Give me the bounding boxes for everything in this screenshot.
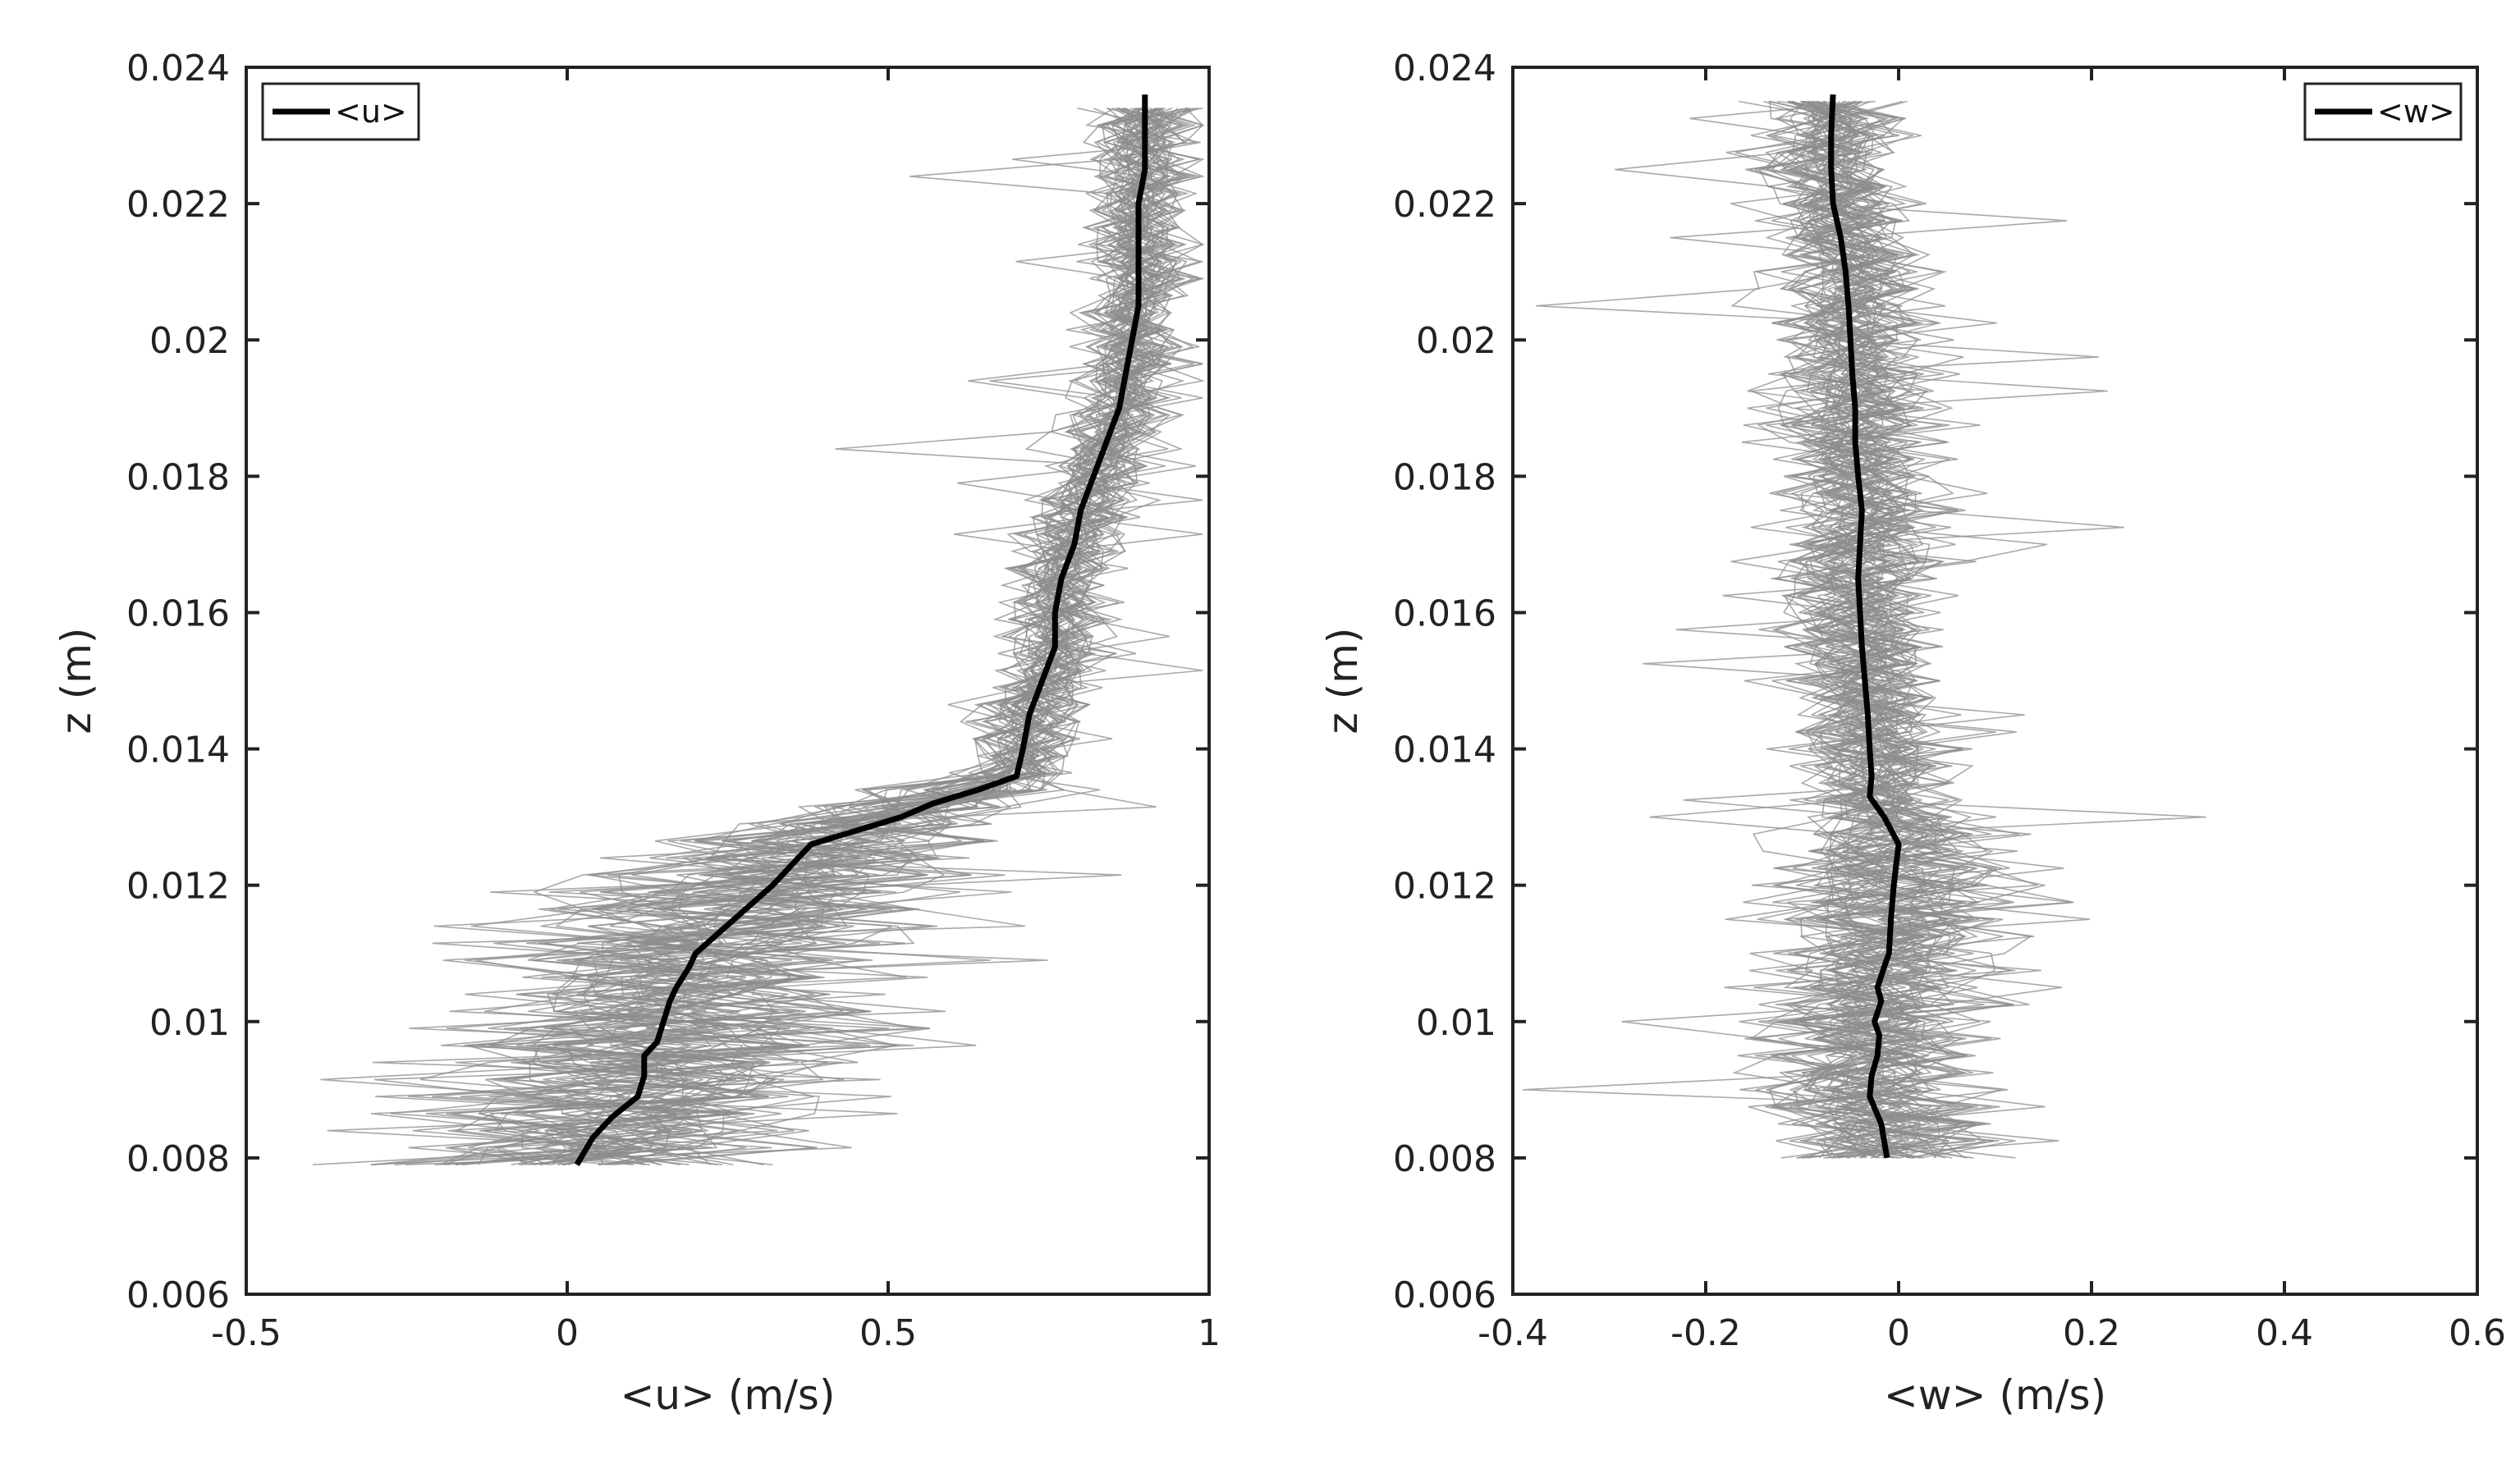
w-y-tick-label: 0.016 (1393, 593, 1496, 634)
u-sample-trace (405, 108, 1189, 1165)
u-y-axis-label: z (m) (53, 628, 100, 735)
w-sample-trace (1780, 100, 2017, 1159)
u-x-axis-label: <u> (m/s) (621, 1371, 836, 1419)
u-sample-trace (440, 108, 1201, 1165)
w-y-tick-label: 0.008 (1393, 1138, 1496, 1180)
w-profile-panel: -0.4 -0.2 0 0.2 0.4 0.6 0.006 0.008 0.01 0.012 0.0… (1319, 48, 2506, 1419)
w-x-tick-label: -0.2 (1670, 1312, 1741, 1354)
u-axis-ticks: -0.5 0 0.5 1 0.006 0.008 0.01 0.012 0.014 0.016 0.… (126, 48, 1221, 1354)
w-sample-trace (1748, 100, 1997, 1159)
u-y-tick-label: 0.024 (126, 48, 230, 89)
u-sample-trace (488, 108, 1175, 1165)
w-y-tick-label: 0.01 (1416, 1002, 1496, 1044)
u-y-tick-label: 0.01 (149, 1002, 230, 1044)
w-sample-traces (1522, 100, 2206, 1159)
u-x-tick-label: 0.5 (859, 1312, 917, 1354)
u-profile-panel: -0.5 0 0.5 1 0.006 0.008 0.01 0.012 0.014 0.016 0.… (53, 48, 1221, 1419)
u-y-tick-label: 0.02 (149, 320, 230, 362)
w-sample-trace (1730, 101, 1964, 1159)
w-x-tick-label: -0.4 (1478, 1312, 1548, 1354)
w-sample-trace (1670, 100, 2124, 1159)
w-legend-label: <w> (2377, 94, 2455, 130)
w-sample-trace (1770, 100, 2010, 1159)
w-y-tick-label: 0.012 (1393, 866, 1496, 908)
w-x-tick-label: 0.2 (2063, 1312, 2120, 1354)
u-x-tick-label: 0 (556, 1312, 579, 1354)
u-sample-trace (434, 108, 1175, 1165)
u-x-tick-label: 1 (1198, 1312, 1221, 1354)
u-y-tick-label: 0.022 (126, 184, 230, 226)
u-sample-trace (532, 108, 1172, 1165)
w-y-tick-label: 0.024 (1393, 48, 1496, 89)
w-axis-ticks: -0.4 -0.2 0 0.2 0.4 0.6 0.006 0.008 0.01 0.012 0.0… (1393, 48, 2506, 1354)
u-x-tick-label: -0.5 (211, 1312, 282, 1354)
u-sample-trace (477, 108, 1203, 1165)
u-sample-trace (312, 108, 1205, 1165)
w-mean-line (1828, 94, 1902, 1159)
u-legend: <u> (261, 82, 420, 141)
w-y-tick-label: 0.018 (1393, 456, 1496, 498)
u-sample-trace (370, 108, 1196, 1165)
w-sample-trace (1770, 100, 2002, 1159)
w-legend: <w> (2303, 82, 2463, 141)
u-y-tick-label: 0.006 (126, 1275, 230, 1316)
w-y-axis-label: z (m) (1319, 628, 1367, 735)
u-mean-series (574, 94, 1148, 1166)
w-mean-series (1828, 94, 1902, 1159)
u-y-tick-label: 0.012 (126, 866, 230, 908)
u-y-tick-label: 0.018 (126, 456, 230, 498)
u-legend-label: <u> (335, 94, 407, 130)
w-y-tick-label: 0.02 (1416, 320, 1496, 362)
u-sample-traces (312, 108, 1206, 1165)
u-y-tick-label: 0.014 (126, 730, 230, 771)
w-sample-trace (1787, 100, 2001, 1159)
w-x-tick-label: 0 (1887, 1312, 1910, 1354)
u-plot-frame (245, 66, 1211, 1296)
w-plot-frame (1511, 66, 2479, 1296)
w-x-tick-label: 0.4 (2256, 1312, 2313, 1354)
w-sample-trace (1770, 100, 2030, 1159)
u-mean-line (574, 94, 1148, 1166)
w-y-tick-label: 0.014 (1393, 730, 1496, 771)
w-y-tick-label: 0.022 (1393, 184, 1496, 226)
w-x-axis-label: <w> (m/s) (1884, 1371, 2106, 1419)
u-y-tick-label: 0.016 (126, 593, 230, 634)
w-y-tick-label: 0.006 (1393, 1275, 1496, 1316)
w-x-tick-label: 0.6 (2449, 1312, 2506, 1354)
w-sample-trace (1771, 100, 2004, 1159)
u-y-tick-label: 0.008 (126, 1138, 230, 1180)
u-sample-trace (514, 108, 1184, 1165)
